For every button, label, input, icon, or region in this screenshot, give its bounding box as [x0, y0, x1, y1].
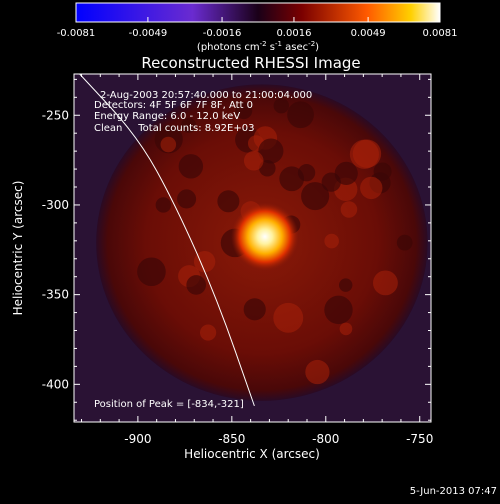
annotation-time: 2-Aug-2003 20:57:40.000 to 21:00:04.000 [100, 90, 312, 101]
texture-blob [235, 102, 253, 120]
colorbar-gradient [75, 2, 441, 23]
texture-blob [137, 257, 166, 287]
texture-blob [178, 154, 204, 179]
solar-limb [79, 74, 255, 407]
texture-blob [360, 176, 383, 200]
unit-part: s [267, 42, 275, 53]
texture-blob [243, 298, 266, 321]
texture-blob [339, 322, 353, 336]
plot-area [74, 74, 431, 422]
x-tick-label: -900 [124, 432, 151, 446]
texture-blob [273, 302, 304, 333]
texture-blob [324, 233, 339, 249]
x-tick-label: -750 [406, 432, 433, 446]
y-tick-label: -300 [42, 198, 69, 212]
timestamp: 5-Jun-2013 07:47 [410, 486, 497, 497]
annotation-clean: Clean Total counts: 8.92E+03 [94, 123, 254, 134]
texture-blob [273, 98, 289, 114]
colorbar-tick-label: -0.0016 [203, 28, 242, 39]
texture-blob [373, 162, 392, 181]
texture-blob [373, 270, 398, 296]
texture-blob [181, 117, 197, 133]
texture-blob [396, 234, 413, 251]
texture-blob [305, 359, 330, 385]
colorbar-tick-label: 0.0081 [423, 28, 458, 39]
texture-blob [287, 101, 314, 129]
texture-blob [186, 275, 206, 295]
x-axis-label: Heliocentric X (arcsec) [184, 447, 320, 461]
chart-title: Reconstructed RHESSI Image [141, 54, 360, 72]
texture-blob [334, 161, 358, 185]
colorbar-tick-label: 0.0049 [351, 28, 386, 39]
unit-part: (photons cm [197, 42, 260, 53]
colorbar-tick-label: 0.0016 [276, 28, 311, 39]
texture-blob [259, 160, 276, 177]
plot-frame [73, 73, 432, 423]
annotation-energy: Energy Range: 6.0 - 12.0 keV [94, 111, 240, 122]
texture-blob [243, 150, 264, 171]
texture-blob [193, 250, 216, 273]
colorbar-unit: (photons cm-2 s-1 asec-2) [197, 40, 319, 53]
unit-exponent: -2 [260, 40, 267, 48]
colorbar-tick-label: -0.0081 [57, 28, 96, 39]
texture-blob [177, 189, 197, 209]
texture-blob [301, 182, 330, 211]
texture-blob [199, 324, 217, 341]
texture-blob [339, 278, 353, 292]
y-tick-label: -350 [42, 288, 69, 302]
unit-exponent: -1 [275, 40, 282, 48]
texture-blob [349, 139, 380, 169]
peak-source [230, 202, 299, 271]
x-tick-label: -850 [218, 432, 245, 446]
unit-part: asec [282, 42, 308, 53]
y-axis-label: Heliocentric Y (arcsec) [11, 181, 25, 316]
y-tick-label: -250 [42, 108, 69, 122]
unit-exponent: -2 [308, 40, 315, 48]
texture-blob [217, 190, 240, 213]
texture-blob [258, 138, 284, 164]
annotations: 2-Aug-2003 20:57:40.000 to 21:00:04.000 … [94, 90, 312, 410]
texture-blob [324, 295, 353, 325]
x-axis-ticks: -900 -850 -800 -750 [81, 74, 433, 446]
texture-blob [160, 136, 177, 153]
x-tick-label: -800 [312, 432, 339, 446]
texture-blob [340, 201, 358, 218]
y-tick-label: -400 [42, 377, 69, 391]
colorbar: -0.0081 -0.0049 -0.0016 0.0016 0.0049 0.0081 … [57, 2, 458, 53]
colorbar-tick-label: -0.0049 [129, 28, 168, 39]
texture-blob [155, 197, 172, 213]
texture-blob [297, 164, 316, 182]
unit-part: ) [315, 42, 319, 53]
annotation-detectors: Detectors: 4F 5F 6F 7F 8F, Att 0 [94, 100, 253, 111]
peak-position-label: Position of Peak = [-834,-321] [94, 399, 244, 410]
colorbar-ticks: -0.0081 -0.0049 -0.0016 0.0016 0.0049 0.0081 [57, 17, 458, 39]
y-axis-ticks: -250 -300 -350 -400 [42, 78, 431, 421]
